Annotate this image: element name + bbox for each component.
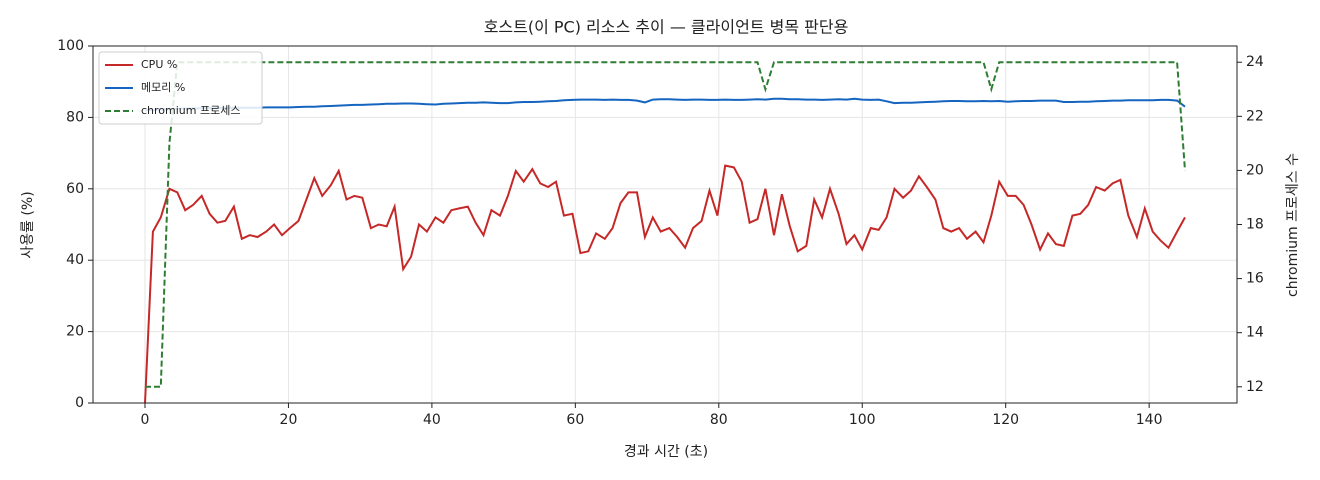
y-tick-label: 0 xyxy=(75,395,84,411)
x-tick-label: 40 xyxy=(423,412,441,428)
legend-label: 메모리 % xyxy=(141,81,185,94)
x-tick-label: 20 xyxy=(280,412,298,428)
legend: CPU % 메모리 % chromium 프로세스 xyxy=(98,51,263,125)
x-tick-label: 100 xyxy=(849,412,876,428)
y2-axis-label: chromium 프로세스 수 xyxy=(1285,153,1301,297)
y2-tick-label: 14 xyxy=(1246,325,1264,341)
y-tick-label: 100 xyxy=(57,38,84,54)
series-line xyxy=(144,97,1186,112)
x-tick-label: 140 xyxy=(1136,412,1163,428)
y2-tick-label: 16 xyxy=(1246,271,1264,287)
x-tick-label: 60 xyxy=(566,412,584,428)
y2-tick-label: 24 xyxy=(1246,54,1264,70)
y-tick-label: 60 xyxy=(66,181,84,197)
y2-tick-label: 20 xyxy=(1246,162,1264,178)
legend-label: chromium 프로세스 xyxy=(141,104,240,117)
x-tick-label: 80 xyxy=(710,412,728,428)
series-line xyxy=(145,61,1186,388)
y2-tick-label: 22 xyxy=(1246,108,1264,124)
legend-box xyxy=(98,51,263,125)
y2-tick-label: 12 xyxy=(1246,379,1264,395)
y2-tick-label: 18 xyxy=(1246,217,1264,233)
x-axis-label: 경과 시간 (초) xyxy=(624,444,708,460)
plot-frame xyxy=(92,45,1238,404)
chart-title: 호스트(이 PC) 리소스 추이 — 클라이언트 병목 판단용 xyxy=(484,18,849,37)
series-line xyxy=(144,164,1186,404)
y-axis-label: 사용률 (%) xyxy=(20,191,36,258)
y-tick-label: 80 xyxy=(66,109,84,125)
y-tick-label: 20 xyxy=(66,324,84,340)
x-tick-label: 120 xyxy=(992,412,1019,428)
y-tick-label: 40 xyxy=(66,252,84,268)
x-tick-label: 0 xyxy=(141,412,150,428)
legend-label: CPU % xyxy=(141,58,177,71)
